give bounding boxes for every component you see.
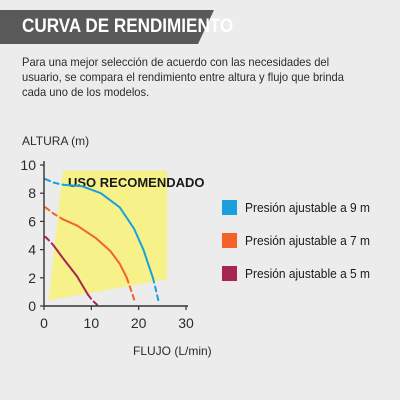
legend-swatch: [222, 199, 237, 215]
legend-label: Presión ajustable a 5 m: [245, 265, 370, 281]
legend-swatch: [222, 265, 237, 281]
series-line-head: [44, 235, 55, 247]
x-tick-label: 10: [84, 315, 100, 331]
x-axis-label: FLUJO (L/min): [133, 344, 212, 358]
y-tick-label: 0: [28, 298, 36, 314]
legend-swatch: [222, 232, 237, 248]
legend-item: Presión ajustable a 7 m: [222, 231, 381, 249]
series-line-tail: [151, 276, 160, 305]
series-line-head: [44, 178, 64, 186]
legend-label: Presión ajustable a 7 m: [245, 232, 370, 248]
x-tick-label: 20: [131, 315, 147, 331]
recommended-region-label: USO RECOMENDADO: [68, 175, 205, 190]
series-line-tail: [87, 293, 98, 306]
x-tick-label: 0: [40, 315, 48, 331]
y-tick-label: 2: [28, 270, 36, 286]
series-line: [52, 244, 89, 296]
axes: 0 2 4 6 8 10 0 10 20 30: [20, 157, 194, 331]
legend-label: Presión ajustable a 9 m: [245, 199, 370, 215]
x-tick-label: 30: [178, 315, 194, 331]
series-line-head: [44, 206, 64, 221]
y-tick-label: 4: [28, 242, 36, 258]
series-line-tail: [125, 276, 137, 305]
header-bar: [0, 10, 214, 44]
y-tick-label: 10: [20, 157, 36, 173]
legend-item: Presión ajustable a 9 m: [222, 198, 381, 216]
series-line: [61, 183, 154, 279]
series-layer: [44, 178, 160, 306]
y-tick-label: 6: [28, 213, 36, 229]
y-tick-label: 8: [28, 185, 36, 201]
series-line: [61, 218, 128, 279]
description-text: Para una mejor selección de acuerdo con …: [22, 55, 344, 99]
legend: Presión ajustable a 9 m Presión ajustabl…: [222, 198, 381, 297]
page-title: CURVA DE RENDIMIENTO: [22, 16, 234, 37]
recommended-region: [48, 170, 168, 301]
legend-item: Presión ajustable a 5 m: [222, 264, 381, 282]
y-axis-label: ALTURA (m): [22, 134, 89, 148]
